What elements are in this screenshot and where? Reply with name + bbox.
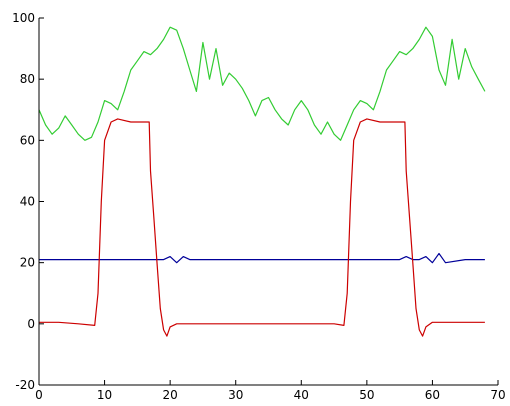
series-line-2 <box>39 118 485 337</box>
y-tick-label: 0 <box>27 317 35 331</box>
y-tick-label: -20 <box>15 378 35 392</box>
x-tick-label: 30 <box>228 388 243 402</box>
series-line-1 <box>39 252 485 264</box>
series-line-0 <box>38 26 486 141</box>
x-tick-label: 40 <box>294 388 309 402</box>
x-tick-label: 60 <box>425 388 440 402</box>
x-tick-label: 50 <box>359 388 374 402</box>
y-tick-label: 20 <box>20 256 35 270</box>
x-tick-label: 10 <box>97 388 112 402</box>
y-tick-label: 60 <box>20 133 35 147</box>
series-layer <box>38 26 486 337</box>
y-tick-label: 40 <box>20 195 35 209</box>
y-tick-label: 100 <box>12 11 35 25</box>
x-tick-label: 20 <box>163 388 178 402</box>
y-tick-label: 80 <box>20 72 35 86</box>
x-tick-label: 70 <box>490 388 505 402</box>
x-tick-label: 0 <box>35 388 43 402</box>
